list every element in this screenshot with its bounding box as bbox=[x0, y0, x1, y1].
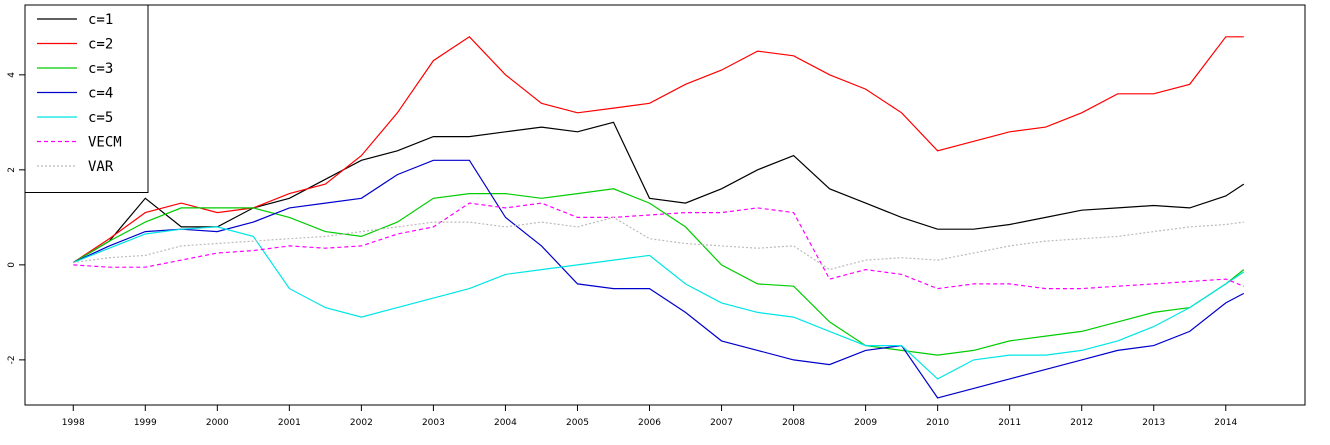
legend-label: VAR bbox=[88, 159, 114, 175]
x-tick-label: 2005 bbox=[566, 418, 589, 428]
series-line bbox=[72, 121, 1245, 264]
x-tick-label: 2007 bbox=[710, 418, 733, 428]
x-tick-label: 2012 bbox=[1070, 418, 1093, 428]
legend: c=1 c=2 c=3 c=4 c=5 VECM VAR bbox=[24, 4, 149, 193]
series-line bbox=[73, 159, 1245, 399]
plot-frame bbox=[24, 4, 1306, 406]
x-tick-label: 2010 bbox=[926, 418, 949, 428]
x-tick-label: 2011 bbox=[998, 418, 1021, 428]
x-tick-label: 2013 bbox=[1142, 418, 1165, 428]
series-line bbox=[72, 188, 1245, 356]
y-tick-label: 0 bbox=[7, 262, 17, 268]
legend-label: c=2 bbox=[88, 37, 113, 53]
x-tick-label: 2001 bbox=[278, 418, 301, 428]
legend-label: c=3 bbox=[88, 61, 113, 77]
legend-box bbox=[24, 4, 149, 193]
y-tick-label: 2 bbox=[7, 167, 17, 173]
y-tick-label: -2 bbox=[7, 355, 17, 364]
legend-label: c=4 bbox=[88, 86, 113, 102]
x-tick-label: 2004 bbox=[494, 418, 517, 428]
legend-label: c=5 bbox=[88, 110, 113, 126]
legend-label: VECM bbox=[88, 135, 122, 151]
x-tick-label: 2009 bbox=[854, 418, 877, 428]
series-line bbox=[73, 216, 1244, 271]
x-tick-label: 1999 bbox=[134, 418, 157, 428]
x-tick-label: 2003 bbox=[422, 418, 445, 428]
x-tick-label: 2002 bbox=[350, 418, 373, 428]
series-line bbox=[73, 202, 1245, 290]
legend-label: c=1 bbox=[88, 12, 113, 28]
x-tick-label: 2000 bbox=[206, 418, 229, 428]
x-tick-label: 2008 bbox=[782, 418, 805, 428]
series-line bbox=[72, 36, 1244, 264]
x-tick-label: 2006 bbox=[638, 418, 661, 428]
x-tick-label: 1998 bbox=[62, 418, 85, 428]
x-tick-label: 2014 bbox=[1214, 418, 1237, 428]
series-line bbox=[73, 226, 1245, 380]
y-tick-label: 4 bbox=[7, 72, 17, 78]
